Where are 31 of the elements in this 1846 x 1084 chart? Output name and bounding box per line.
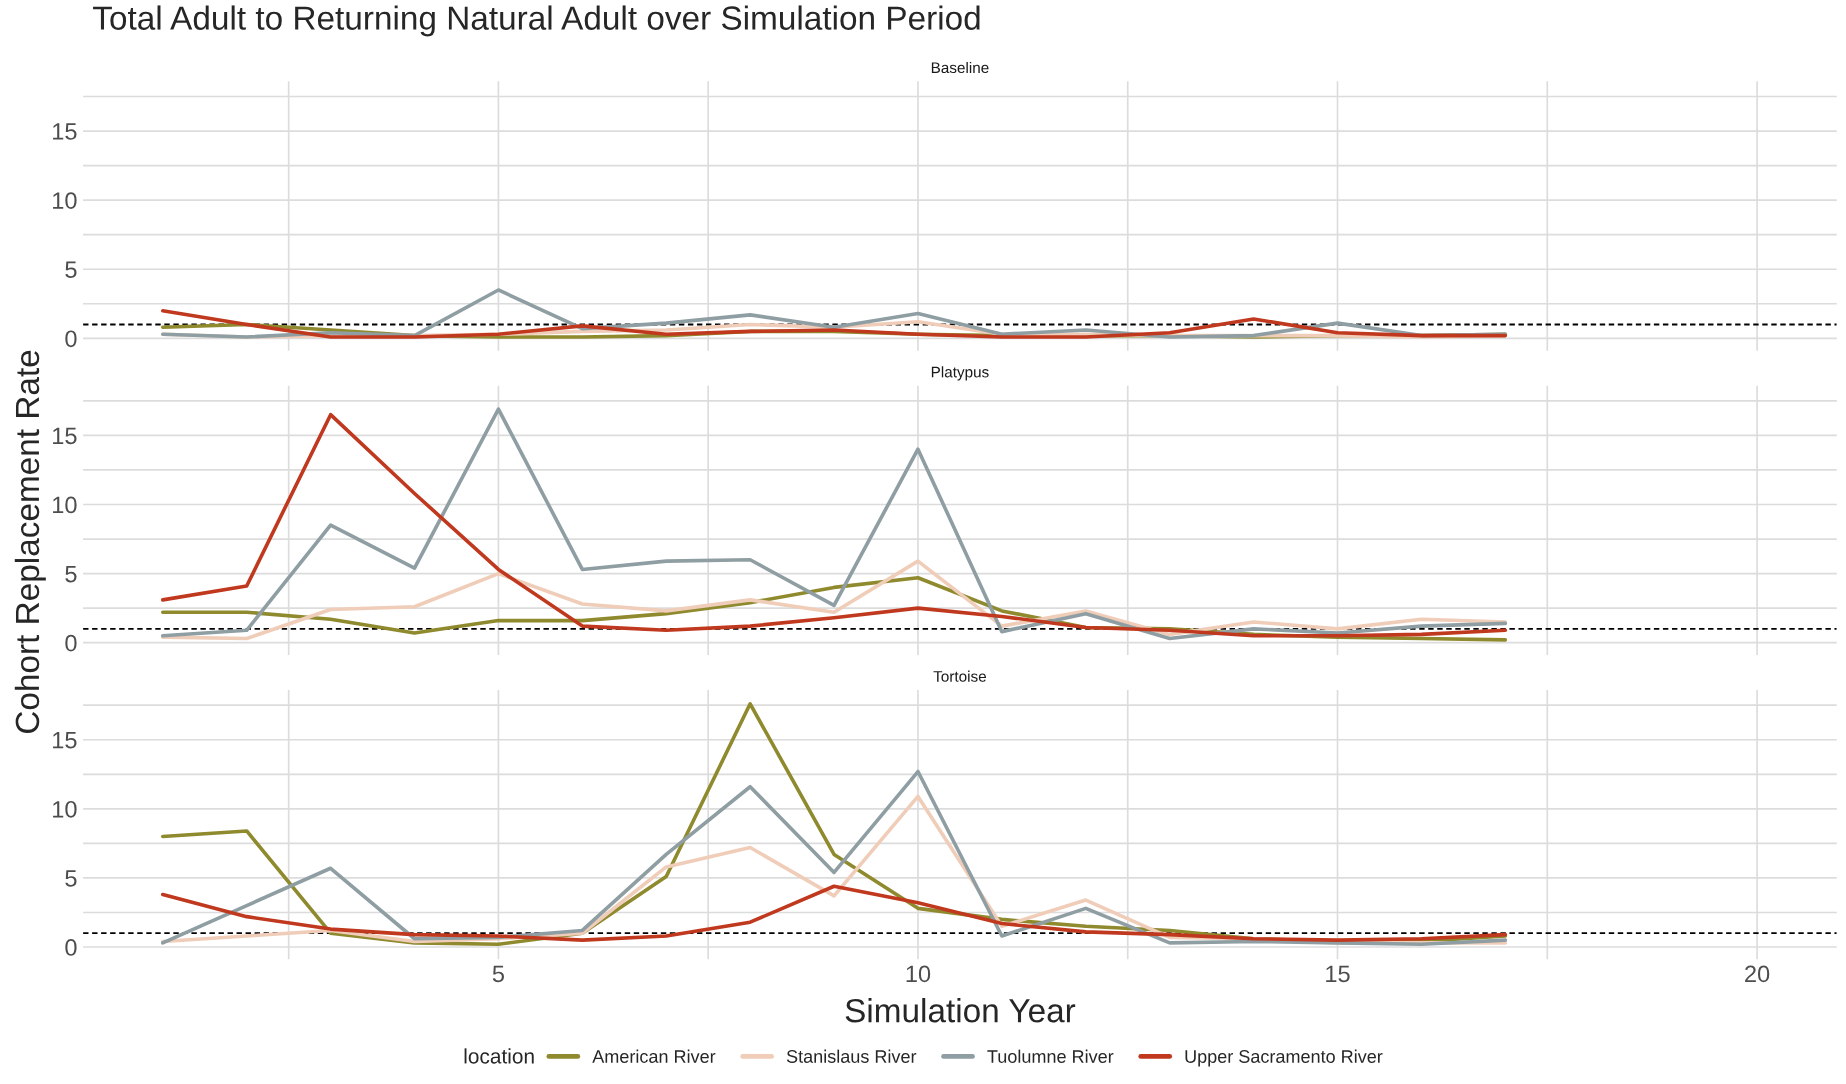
y-tick-label: 10 [53,192,77,209]
line-series [160,308,1508,339]
y-tick-label: 0 [65,634,77,652]
y-tick-label: 5 [65,870,77,887]
x-tick-label: 5 [492,965,504,983]
y-tick-label: 15 [53,732,77,749]
y-tick-label: 0 [65,330,77,348]
chart-subtitle: Platypus [931,366,989,381]
chart-subtitle: Baseline [931,61,989,74]
x-axis-title: Simulation Year [845,998,1076,1023]
y-axis-title: Cohort Replacement Rate [14,350,46,733]
legend-label: Stanislaus River [786,1049,917,1063]
y-tick-label: 0 [65,939,77,956]
y-tick-label: 10 [53,496,77,514]
x-tick-label: 10 [906,965,931,983]
x-tick-label: 20 [1745,965,1770,983]
y-tick-label: 5 [65,261,77,279]
line-series [160,769,1508,947]
legend-label: Upper Sacramento River [1185,1049,1383,1067]
legend-label: American River [592,1049,716,1063]
line-series [160,559,1508,641]
line-series [160,884,1508,942]
chart-title: Total Adult to Returning Natural Adult over Simulation Period [93,5,980,37]
y-tick-label: 10 [53,800,77,818]
legend-label: Tuolumne River [987,1049,1114,1063]
legend-title: location [464,1048,534,1064]
y-tick-label: 15 [53,123,77,140]
y-tick-label: 15 [53,427,77,445]
y-tick-label: 5 [65,565,77,583]
x-tick-label: 15 [1326,965,1350,983]
chart-subtitle: Tortoise [933,670,986,682]
